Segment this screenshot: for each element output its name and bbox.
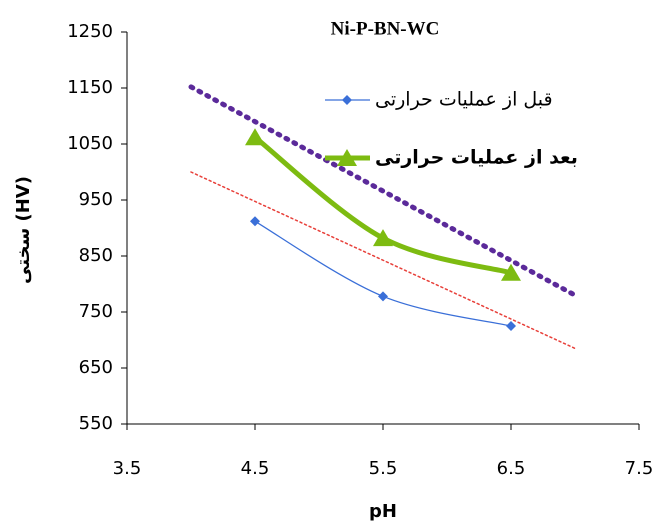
y-tick-label: 550 [79,413,113,434]
trendline [188,84,578,298]
data-point [373,229,393,247]
y-tick-label: 650 [79,357,113,378]
legend-marker [342,95,352,105]
data-point [250,216,260,227]
x-tick-label: 4.5 [241,458,270,479]
x-tick-label: 7.5 [625,458,654,479]
legend-label: بعد از عملیات حرارتی [375,147,578,169]
y-axis-label: سختی (HV) [13,176,34,284]
trendline [190,171,576,350]
x-tick-label: 6.5 [497,458,526,479]
y-tick-label: 950 [79,189,113,210]
x-tick-label: 5.5 [369,458,398,479]
legend-label: قبل از عملیات حرارتی [375,89,553,111]
data-point [245,128,265,146]
y-tick-label: 1150 [67,77,113,98]
y-tick-label: 1050 [67,133,113,154]
legend-marker [337,149,357,166]
x-axis-label: pH [369,501,397,522]
data-point [501,263,521,281]
chart-title: Ni-P-BN-WC [331,18,440,39]
y-tick-label: 750 [79,301,113,322]
data-point [506,321,516,331]
y-tick-label: 1250 [67,21,113,42]
data-point [378,291,388,302]
x-tick-label: 3.5 [113,458,142,479]
y-tick-label: 850 [79,245,113,266]
